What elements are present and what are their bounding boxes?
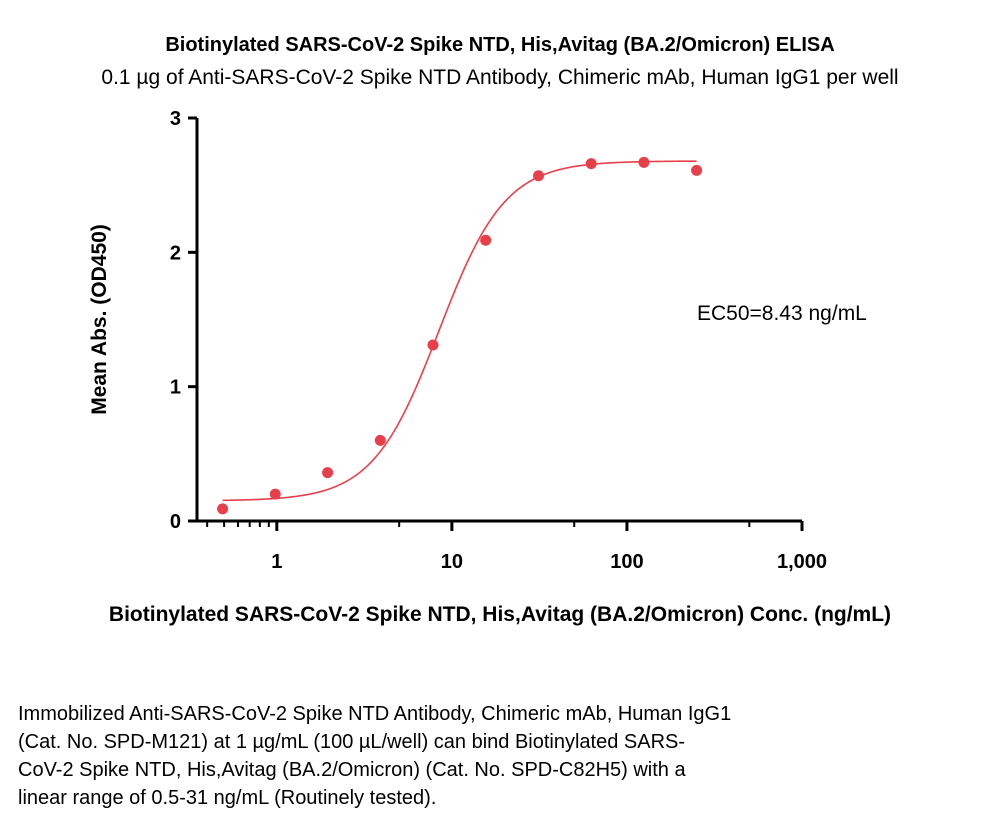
data-point xyxy=(217,503,229,515)
data-point xyxy=(374,434,386,446)
y-tick-label: 3 xyxy=(170,108,181,130)
caption-line: linear range of 0.5-31 ng/mL (Routinely … xyxy=(18,787,437,809)
y-tick-label: 0 xyxy=(170,511,181,533)
fit-curve xyxy=(222,160,697,502)
x-tick-label: 100 xyxy=(610,551,643,573)
ec50-annotation: EC50=8.43 ng/mL xyxy=(697,302,867,325)
caption-line: (Cat. No. SPD-M121) at 1 µg/mL (100 µL/w… xyxy=(18,731,686,753)
data-point xyxy=(480,234,492,246)
data-point xyxy=(322,467,334,479)
caption-line: CoV-2 Spike NTD, His,Avitag (BA.2/Omicro… xyxy=(18,759,686,781)
y-tick-label: 2 xyxy=(170,242,181,264)
x-tick-label: 1 xyxy=(271,551,282,573)
data-point xyxy=(269,488,281,500)
x-tick-label: 1,000 xyxy=(777,551,827,573)
caption-line: Immobilized Anti-SARS-CoV-2 Spike NTD An… xyxy=(18,703,732,725)
x-tick-label: 10 xyxy=(441,551,463,573)
chart-title: Biotinylated SARS-CoV-2 Spike NTD, His,A… xyxy=(165,34,835,56)
elisa-chart: 0 1 2 3 1 10 100 1,000 Mean Abs. (OD450) Biotinyl… xyxy=(88,108,891,626)
data-point xyxy=(533,170,545,182)
y-axis-title: Mean Abs. (OD450) xyxy=(88,224,111,415)
data-point xyxy=(691,164,703,176)
chart-subtitle: 0.1 µg of Anti-SARS-CoV-2 Spike NTD Anti… xyxy=(101,66,899,89)
y-tick-label: 1 xyxy=(170,377,181,399)
data-point xyxy=(585,158,597,170)
x-axis-title: Biotinylated SARS-CoV-2 Spike NTD, His,A… xyxy=(109,603,891,626)
figure-caption: Immobilized Anti-SARS-CoV-2 Spike NTD An… xyxy=(18,700,948,812)
data-point xyxy=(427,339,439,351)
data-point xyxy=(638,156,650,168)
